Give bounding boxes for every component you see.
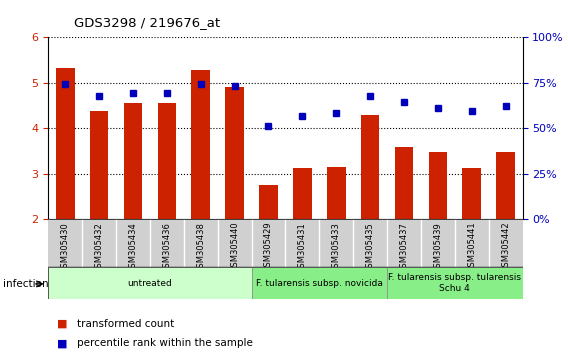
Text: GSM305430: GSM305430	[61, 222, 70, 273]
Text: untreated: untreated	[128, 279, 172, 288]
Bar	[361, 115, 379, 219]
Bar	[157, 103, 176, 219]
Text: GSM305440: GSM305440	[230, 222, 239, 273]
Bar	[462, 169, 481, 219]
Text: GSM305429: GSM305429	[264, 222, 273, 273]
Text: percentile rank within the sample: percentile rank within the sample	[77, 338, 253, 348]
Bar	[293, 169, 312, 219]
Text: transformed count: transformed count	[77, 319, 174, 329]
Text: F. tularensis subsp. novicida: F. tularensis subsp. novicida	[256, 279, 383, 288]
Bar	[428, 153, 447, 219]
Bar	[48, 267, 252, 299]
Bar	[252, 267, 387, 299]
Bar	[124, 103, 143, 219]
Bar	[56, 68, 74, 219]
Text: GSM305433: GSM305433	[332, 222, 341, 273]
Bar	[387, 267, 523, 299]
Text: GSM305431: GSM305431	[298, 222, 307, 273]
Text: ■: ■	[57, 319, 67, 329]
Text: GSM305439: GSM305439	[433, 222, 442, 273]
Bar	[327, 167, 345, 219]
Text: GDS3298 / 219676_at: GDS3298 / 219676_at	[74, 16, 220, 29]
Text: infection: infection	[3, 279, 48, 289]
Text: GSM305442: GSM305442	[501, 222, 510, 273]
Bar	[395, 147, 414, 219]
Text: GSM305434: GSM305434	[128, 222, 137, 273]
Bar	[496, 152, 515, 219]
Text: GSM305436: GSM305436	[162, 222, 172, 273]
Text: GSM305438: GSM305438	[196, 222, 205, 273]
Text: F. tularensis subsp. tularensis
Schu 4: F. tularensis subsp. tularensis Schu 4	[389, 274, 521, 293]
Text: GSM305435: GSM305435	[366, 222, 375, 273]
Text: GSM305437: GSM305437	[399, 222, 408, 273]
Bar	[225, 87, 244, 219]
Bar	[90, 111, 108, 219]
Text: ■: ■	[57, 338, 67, 348]
Bar	[259, 185, 278, 219]
Text: GSM305441: GSM305441	[467, 222, 476, 273]
Text: GSM305432: GSM305432	[95, 222, 103, 273]
Bar	[191, 70, 210, 219]
